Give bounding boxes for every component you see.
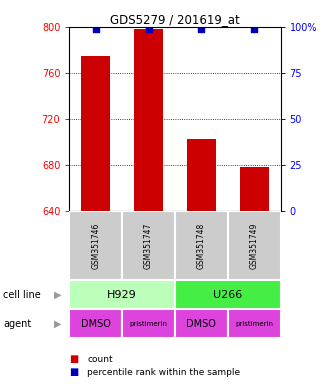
Text: count: count (87, 354, 113, 364)
Bar (187, 139, 216, 211)
Text: ▶: ▶ (54, 290, 61, 300)
Bar (69, 211, 122, 280)
Text: agent: agent (3, 318, 32, 329)
Point (146, 26, 151, 32)
Point (199, 26, 204, 32)
Text: GSM351747: GSM351747 (144, 223, 153, 269)
Text: DMSO: DMSO (186, 318, 216, 329)
Text: ■: ■ (69, 367, 79, 377)
Text: GSM351749: GSM351749 (249, 223, 259, 269)
Text: GSM351746: GSM351746 (91, 223, 100, 269)
Bar (69, 309, 122, 338)
Bar (175, 211, 228, 280)
Text: pristimerin: pristimerin (235, 321, 273, 326)
Bar (175, 280, 280, 309)
Text: percentile rank within the sample: percentile rank within the sample (87, 368, 241, 377)
Text: ▶: ▶ (54, 318, 61, 329)
Bar (228, 211, 280, 280)
Bar (122, 211, 175, 280)
Bar (134, 29, 163, 211)
Text: H929: H929 (107, 290, 137, 300)
Bar (175, 309, 228, 338)
Bar (122, 309, 175, 338)
Text: DMSO: DMSO (81, 318, 111, 329)
Text: GSM351748: GSM351748 (197, 223, 206, 269)
Text: cell line: cell line (3, 290, 41, 300)
Bar (240, 167, 269, 211)
Text: ■: ■ (69, 354, 79, 364)
Point (251, 26, 257, 32)
Bar (69, 280, 175, 309)
Title: GDS5279 / 201619_at: GDS5279 / 201619_at (110, 13, 240, 26)
Bar (228, 309, 280, 338)
Text: pristimerin: pristimerin (129, 321, 168, 326)
Bar (81, 56, 110, 211)
Text: U266: U266 (213, 290, 242, 300)
Point (93, 26, 98, 32)
